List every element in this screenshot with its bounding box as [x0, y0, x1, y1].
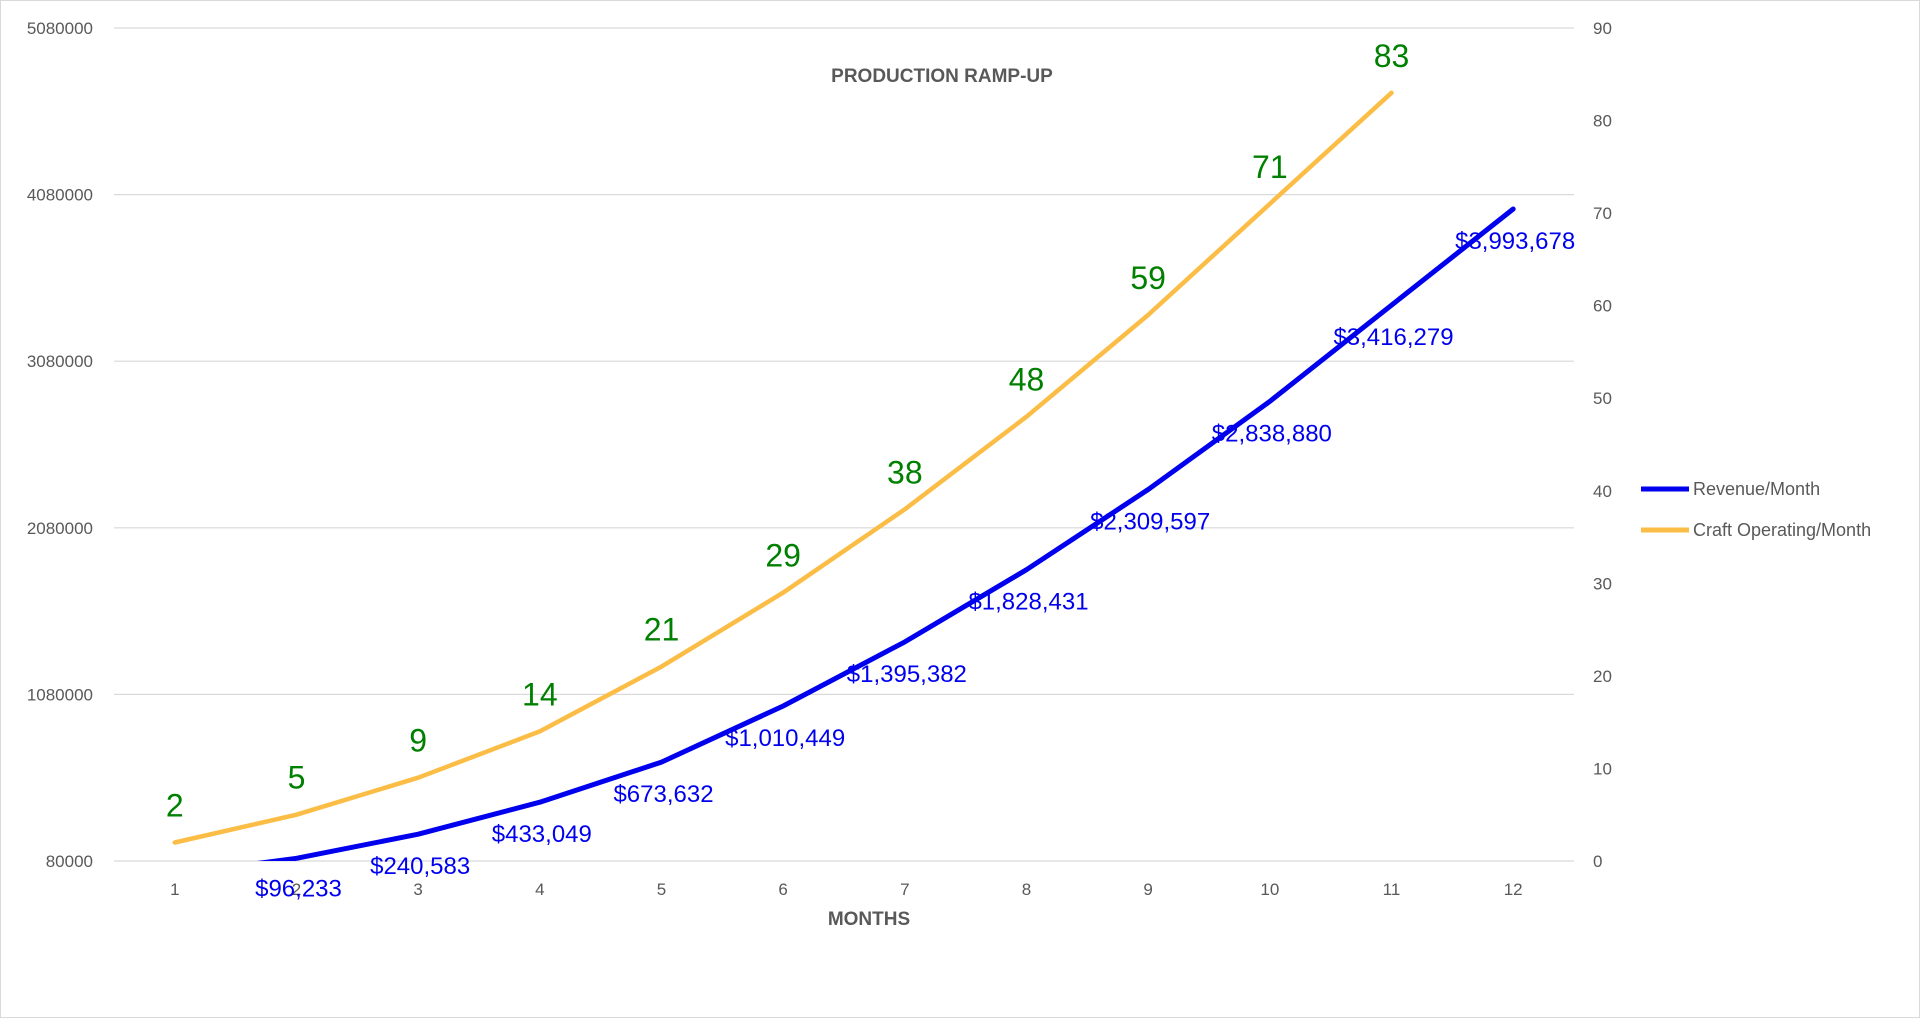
- revenue-line: [256, 206, 1516, 861]
- revenue-data-label: $96,233: [255, 875, 342, 902]
- x-tick-label: 12: [1504, 880, 1523, 899]
- revenue-data-label: $240,583: [370, 853, 470, 880]
- revenue-data-label: $1,395,382: [847, 661, 967, 688]
- x-tick-label: 9: [1143, 880, 1152, 899]
- revenue-data-label: $1,828,431: [968, 589, 1088, 616]
- x-tick-label: 6: [778, 880, 787, 899]
- craft-data-label: 5: [288, 760, 306, 796]
- craft-data-label: 48: [1009, 362, 1045, 398]
- x-tick-label: 4: [535, 880, 544, 899]
- craft-data-label: 21: [644, 612, 680, 648]
- x-axis-ticks: 1 2 3 4 5 6 7 8 9 10 11 12: [170, 880, 1523, 899]
- left-tick-label: 1080000: [27, 685, 93, 704]
- legend: Revenue/Month Craft Operating/Month: [1641, 479, 1871, 540]
- revenue-data-label: $673,632: [613, 781, 713, 808]
- data-labels: $96,233 $240,583 $433,049 $673,632 $1,010,44…: [166, 38, 1575, 903]
- right-tick-label: 90: [1593, 19, 1612, 38]
- series-lines: [172, 90, 1516, 861]
- x-tick-label: 1: [170, 880, 179, 899]
- x-tick-label: 8: [1022, 880, 1031, 899]
- legend-label-craft: Craft Operating/Month: [1693, 520, 1871, 540]
- left-axis-ticks: 80000 1080000 2080000 3080000 4080000 5080000: [27, 19, 93, 871]
- craft-data-label: 71: [1252, 149, 1288, 185]
- left-tick-label: 4080000: [27, 186, 93, 205]
- revenue-data-label: $3,993,678: [1455, 228, 1575, 255]
- gridlines: [114, 27, 1574, 862]
- craft-data-label: 59: [1130, 260, 1166, 296]
- x-tick-label: 5: [657, 880, 666, 899]
- left-tick-label: 2080000: [27, 519, 93, 538]
- right-tick-label: 40: [1593, 482, 1612, 501]
- left-tick-label: 5080000: [27, 19, 93, 38]
- craft-data-label: 9: [409, 723, 427, 759]
- craft-data-label: 14: [522, 676, 558, 712]
- craft-data-label: 83: [1374, 38, 1410, 74]
- right-tick-label: 80: [1593, 112, 1612, 131]
- right-tick-label: 0: [1593, 852, 1602, 871]
- x-tick-label: 2: [292, 880, 301, 899]
- craft-operating-line: [172, 90, 1394, 845]
- craft-data-label: 38: [887, 454, 923, 490]
- revenue-data-label: $2,838,880: [1212, 420, 1332, 447]
- right-tick-label: 10: [1593, 759, 1612, 778]
- right-tick-label: 70: [1593, 204, 1612, 223]
- x-axis-title: MONTHS: [828, 909, 910, 930]
- right-tick-label: 30: [1593, 574, 1612, 593]
- left-tick-label: 80000: [46, 852, 93, 871]
- craft-data-label: 29: [765, 538, 801, 574]
- craft-data-label: 2: [166, 787, 184, 823]
- legend-label-revenue: Revenue/Month: [1693, 479, 1820, 499]
- right-tick-label: 20: [1593, 667, 1612, 686]
- x-tick-label: 11: [1383, 880, 1401, 899]
- right-tick-label: 50: [1593, 389, 1612, 408]
- left-tick-label: 3080000: [27, 352, 93, 371]
- revenue-data-label: $433,049: [492, 821, 592, 848]
- x-tick-label: 10: [1260, 880, 1279, 899]
- right-axis-ticks: 0 10 20 30 40 50 60 70 80 90: [1593, 19, 1612, 871]
- chart-title: PRODUCTION RAMP-UP: [831, 66, 1053, 87]
- right-tick-label: 60: [1593, 297, 1612, 316]
- revenue-data-label: $2,309,597: [1090, 509, 1210, 536]
- x-tick-label: 7: [900, 880, 909, 899]
- x-tick-label: 3: [413, 880, 422, 899]
- revenue-data-label: $3,416,279: [1333, 324, 1453, 351]
- revenue-data-label: $1,010,449: [725, 725, 845, 752]
